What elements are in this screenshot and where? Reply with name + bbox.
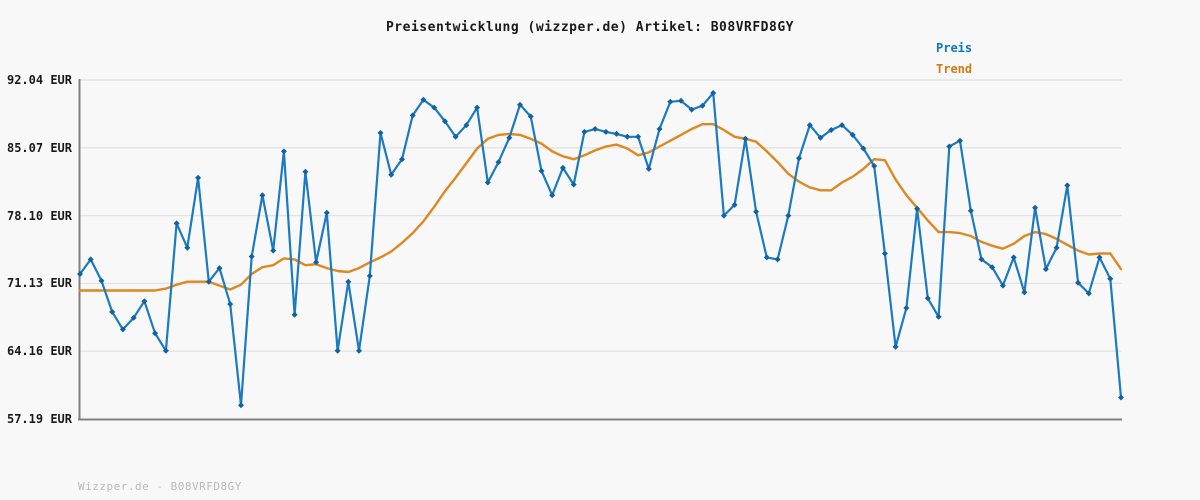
legend-item-preis: Preis xyxy=(936,41,973,55)
preis-markers xyxy=(77,90,1124,409)
preis-line xyxy=(78,91,1123,407)
y-axis-tick-label: 78.10 EUR xyxy=(6,208,72,223)
chart-legend: Preis Trend xyxy=(936,38,972,80)
y-axis-tick-label: 92.04 EUR xyxy=(6,73,72,87)
y-axis-tick-label: 85.07 EUR xyxy=(6,140,72,155)
y-axis-tick-label: 64.16 EUR xyxy=(6,344,72,359)
trend-line xyxy=(78,122,1123,292)
y-axis-tick-label: 71.13 EUR xyxy=(6,276,72,291)
y-axis-tick-label: 57.19 EUR xyxy=(6,412,72,426)
watermark-text: Wizzper.de - B08VRFD8GY xyxy=(78,480,242,493)
chart-title: Preisentwicklung (wizzper.de) Artikel: B… xyxy=(385,20,794,35)
legend-item-trend: Trend xyxy=(936,62,973,76)
